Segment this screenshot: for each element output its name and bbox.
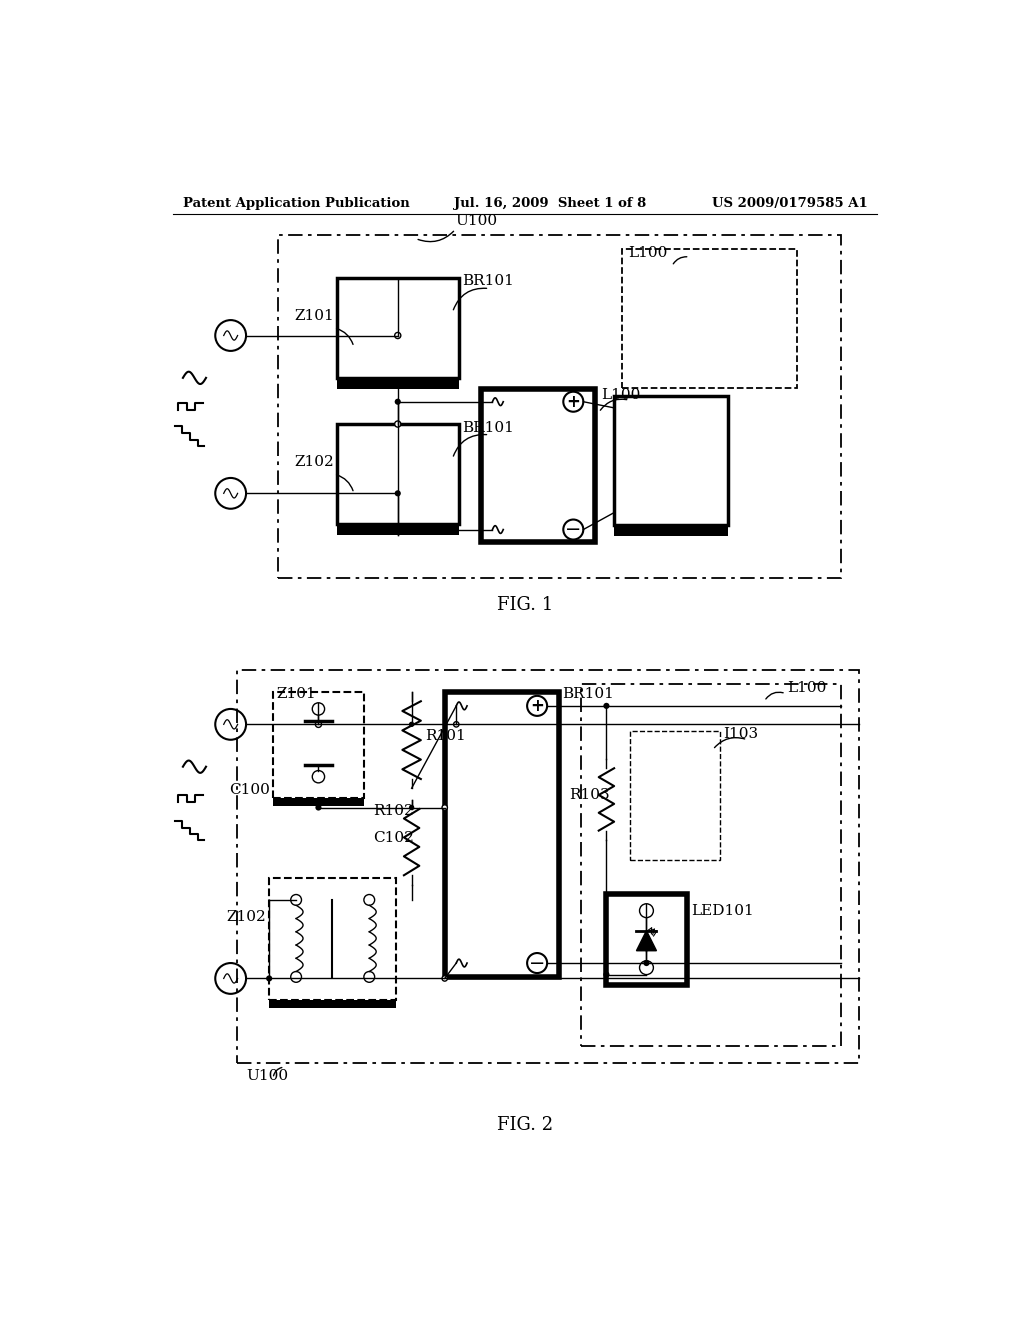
Bar	[622, 249, 798, 388]
Text: FIG. 2: FIG. 2	[497, 1115, 553, 1134]
Text: US 2009/0179585 A1: US 2009/0179585 A1	[713, 197, 868, 210]
Circle shape	[394, 399, 400, 405]
Bar	[606, 894, 687, 985]
Text: −: −	[565, 520, 582, 539]
Text: −: −	[529, 953, 546, 973]
Text: R102: R102	[373, 804, 414, 818]
Text: BR101: BR101	[462, 275, 513, 289]
Bar	[444, 692, 559, 977]
Text: L100: L100	[601, 388, 640, 401]
Polygon shape	[637, 931, 656, 950]
Bar	[337, 524, 459, 535]
Text: C100: C100	[229, 783, 270, 797]
Text: Patent Application Publication: Patent Application Publication	[183, 197, 410, 210]
Text: I103: I103	[724, 727, 759, 742]
Bar	[481, 389, 595, 543]
Circle shape	[266, 975, 272, 982]
Bar	[337, 277, 459, 378]
Text: Z101: Z101	[276, 688, 315, 701]
Circle shape	[442, 975, 447, 981]
Text: C102: C102	[373, 832, 414, 845]
Bar	[337, 424, 459, 524]
Bar	[614, 396, 728, 525]
Text: R101: R101	[425, 729, 466, 743]
Text: L100: L100	[628, 246, 668, 260]
Bar	[581, 684, 842, 1047]
Text: Z101: Z101	[294, 309, 334, 323]
Bar	[269, 1001, 396, 1007]
Circle shape	[409, 805, 415, 810]
Bar	[237, 671, 859, 1063]
Circle shape	[394, 333, 400, 339]
Text: Jul. 16, 2009  Sheet 1 of 8: Jul. 16, 2009 Sheet 1 of 8	[454, 197, 646, 210]
Circle shape	[603, 702, 609, 709]
Text: BR101: BR101	[462, 421, 513, 434]
Text: R103: R103	[569, 788, 610, 803]
Bar	[273, 692, 364, 799]
Text: U100: U100	[456, 214, 498, 227]
Circle shape	[643, 960, 649, 966]
Text: +: +	[566, 393, 581, 411]
Text: U100: U100	[246, 1069, 288, 1084]
Circle shape	[394, 490, 400, 496]
Bar	[614, 525, 728, 536]
Text: L100: L100	[787, 681, 826, 696]
Circle shape	[454, 722, 459, 727]
Circle shape	[442, 805, 447, 810]
Circle shape	[603, 972, 609, 978]
Circle shape	[394, 421, 400, 428]
Bar	[269, 878, 396, 1001]
Circle shape	[315, 804, 322, 810]
Text: Z102: Z102	[226, 909, 266, 924]
Text: FIG. 1: FIG. 1	[497, 597, 553, 614]
Bar	[273, 799, 364, 807]
Text: BR101: BR101	[562, 688, 614, 701]
Bar	[337, 378, 459, 388]
Text: +: +	[530, 697, 544, 715]
Bar	[279, 235, 841, 578]
Circle shape	[409, 722, 415, 727]
Text: Z102: Z102	[294, 455, 334, 470]
Circle shape	[315, 721, 322, 727]
Text: LED101: LED101	[691, 904, 754, 919]
Bar	[630, 730, 720, 859]
